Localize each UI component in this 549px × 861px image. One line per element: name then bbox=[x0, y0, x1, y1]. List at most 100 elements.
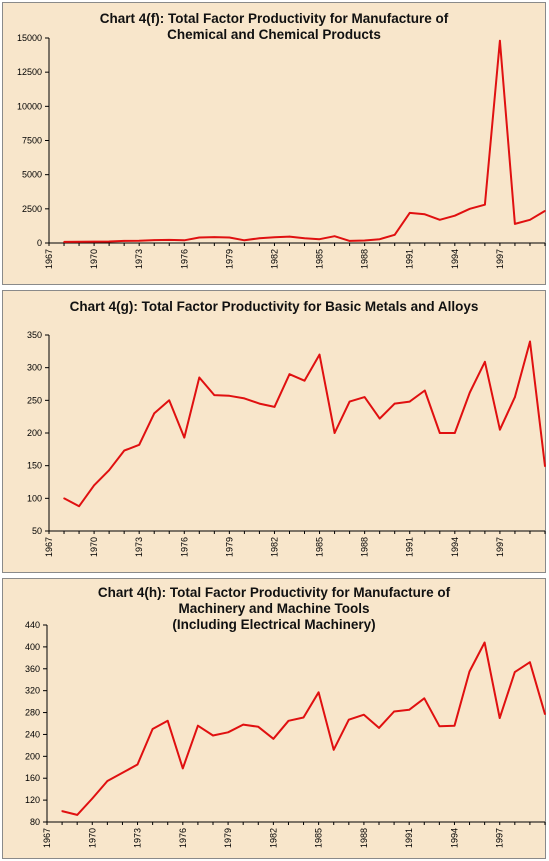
x-tick-label: 1967 bbox=[44, 249, 54, 269]
data-point bbox=[423, 389, 426, 392]
data-point bbox=[468, 670, 471, 673]
x-tick-label: 1994 bbox=[450, 249, 460, 269]
data-point bbox=[363, 396, 366, 398]
y-tick-label: 320 bbox=[25, 686, 40, 696]
data-point bbox=[197, 724, 199, 727]
y-tick-label: 150 bbox=[27, 461, 42, 471]
y-tick-label: 200 bbox=[25, 751, 40, 761]
data-point bbox=[378, 238, 381, 240]
chart-panel-f: Chart 4(f): Total Factor Productivity fo… bbox=[2, 2, 546, 285]
y-tick-label: 100 bbox=[27, 493, 42, 503]
data-point bbox=[499, 39, 501, 42]
y-tick-label: 2500 bbox=[22, 204, 42, 214]
data-point bbox=[348, 400, 351, 403]
data-point bbox=[438, 218, 441, 221]
data-point bbox=[138, 239, 140, 242]
y-tick-label: 300 bbox=[27, 363, 42, 373]
x-tick-label: 1970 bbox=[89, 249, 99, 269]
data-point bbox=[91, 797, 94, 800]
data-point bbox=[227, 731, 229, 734]
data-point bbox=[363, 713, 365, 716]
y-tick-label: 0 bbox=[37, 238, 42, 248]
data-point bbox=[151, 728, 154, 730]
data-point bbox=[108, 240, 110, 243]
x-tick-label: 1973 bbox=[134, 249, 144, 269]
series-line bbox=[61, 641, 546, 816]
data-point bbox=[332, 748, 335, 751]
chart-panel-g: Chart 4(g): Total Factor Productivity fo… bbox=[2, 290, 546, 573]
data-point bbox=[257, 725, 260, 728]
data-point bbox=[378, 417, 381, 420]
y-tick-label: 80 bbox=[30, 817, 40, 827]
data-point bbox=[529, 340, 531, 343]
y-tick-label: 200 bbox=[27, 428, 42, 438]
data-point bbox=[243, 239, 246, 242]
data-point bbox=[408, 400, 411, 403]
data-point bbox=[198, 376, 201, 379]
x-tick-label: 1973 bbox=[134, 537, 144, 557]
data-point bbox=[123, 449, 125, 452]
chart-panel-h: Chart 4(h): Total Factor Productivity fo… bbox=[2, 578, 546, 859]
x-tick-label: 1982 bbox=[268, 828, 278, 848]
data-point bbox=[317, 691, 320, 694]
y-tick-label: 400 bbox=[25, 642, 40, 652]
data-point bbox=[333, 235, 336, 237]
chart-plot-h: 80 120 160 200 240 280 320 360 400 440 1967 1970 197… bbox=[25, 620, 546, 848]
chart-title-line: Machinery and Machine Tools bbox=[178, 601, 370, 616]
data-point bbox=[514, 223, 516, 225]
data-point bbox=[288, 373, 291, 375]
data-point bbox=[333, 432, 336, 434]
data-point bbox=[273, 236, 276, 239]
data-point bbox=[318, 353, 321, 356]
x-tick-label: 1970 bbox=[87, 828, 97, 848]
data-point bbox=[61, 810, 63, 812]
data-point bbox=[348, 718, 350, 721]
chart-plot-g: 50 100 150 200 250 300 350 1967 1970 1973 1976 1979… bbox=[27, 330, 546, 557]
data-point bbox=[288, 235, 291, 238]
data-point bbox=[393, 402, 396, 405]
data-point bbox=[378, 727, 380, 729]
data-point bbox=[348, 240, 351, 242]
data-point bbox=[454, 432, 456, 434]
y-tick-label: 15000 bbox=[17, 33, 42, 43]
data-point bbox=[272, 738, 275, 740]
data-point bbox=[438, 725, 441, 728]
x-tick-label: 1976 bbox=[179, 537, 189, 557]
data-point bbox=[78, 505, 80, 507]
data-point bbox=[544, 465, 546, 468]
data-point bbox=[121, 771, 124, 774]
data-point bbox=[514, 671, 516, 673]
data-point bbox=[258, 402, 261, 405]
data-point bbox=[182, 767, 184, 770]
data-point bbox=[514, 396, 516, 398]
data-point bbox=[183, 239, 186, 242]
x-tick-label: 1985 bbox=[314, 828, 324, 848]
y-tick-label: 160 bbox=[25, 773, 40, 783]
x-tick-label: 1973 bbox=[133, 828, 143, 848]
data-point bbox=[303, 237, 306, 240]
data-point bbox=[258, 237, 261, 240]
data-point bbox=[138, 443, 140, 446]
chart-title: Chart 4(h): Total Factor Productivity fo… bbox=[3, 585, 545, 633]
chart-title: Chart 4(f): Total Factor Productivity fo… bbox=[3, 11, 545, 43]
data-point bbox=[287, 719, 290, 722]
data-point bbox=[153, 412, 156, 415]
data-point bbox=[78, 240, 80, 243]
data-point bbox=[228, 394, 231, 397]
data-point bbox=[76, 814, 78, 816]
data-point bbox=[273, 406, 276, 408]
x-tick-label: 1991 bbox=[405, 537, 415, 557]
data-point bbox=[168, 239, 171, 241]
y-tick-label: 250 bbox=[27, 395, 42, 405]
data-point bbox=[213, 394, 216, 396]
y-tick-label: 280 bbox=[25, 708, 40, 718]
data-point bbox=[544, 210, 546, 212]
data-point bbox=[423, 697, 426, 700]
x-tick-label: 1976 bbox=[179, 249, 189, 269]
data-point bbox=[453, 724, 456, 727]
data-point bbox=[544, 713, 546, 715]
data-point bbox=[183, 436, 186, 439]
data-point bbox=[469, 391, 471, 394]
data-point bbox=[499, 428, 501, 431]
data-point bbox=[484, 203, 486, 206]
